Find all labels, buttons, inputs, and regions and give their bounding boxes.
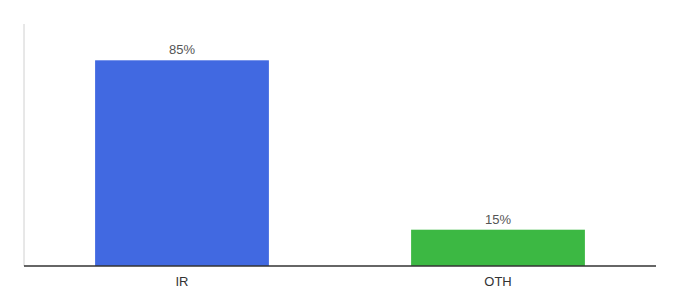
bar: [95, 60, 269, 266]
bars: [95, 60, 585, 266]
data-label: 15%: [485, 212, 511, 227]
chart-container: 85% 15% IR OTH: [0, 0, 680, 300]
x-tick-label: IR: [176, 274, 189, 289]
bar: [411, 230, 585, 266]
y-axis-line: [24, 24, 25, 266]
x-axis-line: [24, 265, 656, 267]
data-label: 85%: [169, 42, 195, 57]
chart-svg: 85% 15% IR OTH: [0, 0, 680, 300]
x-tick-label: OTH: [484, 274, 511, 289]
